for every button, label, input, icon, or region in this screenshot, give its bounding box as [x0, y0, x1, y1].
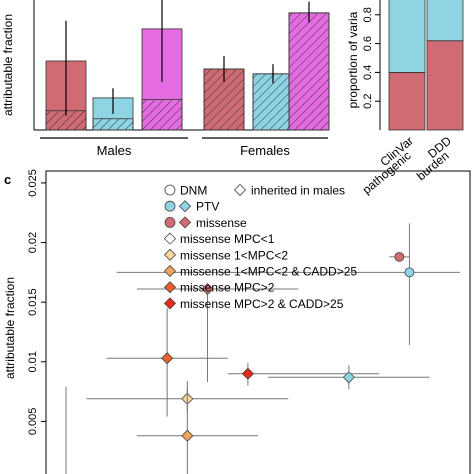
panel-c-y-tick-label: 0.025 — [27, 169, 39, 197]
legend-diamond-icon — [163, 264, 177, 278]
legend-label: PTV — [196, 200, 219, 214]
bar-hatched-males-PTV — [92, 118, 134, 131]
legend-entry: PTV — [164, 200, 219, 214]
stacked-bar-clinvar-segment-0 — [388, 72, 426, 131]
point-4-diamond — [161, 352, 174, 365]
panel-a-y-axis-label: attributable fraction — [1, 14, 15, 116]
stacked-bar-clinvar-segment-1 — [388, 0, 426, 73]
legend-circle-icon — [164, 200, 176, 212]
legend-diamond-icon — [163, 232, 177, 245]
legend-diamond-icon — [178, 200, 192, 213]
panel-b-proportion-bars: proportion of varia 0.20.40.60.8 ClinVar… — [346, 0, 464, 197]
legend-label: missense MPC>2 — [180, 281, 275, 295]
legend-label: inherited in males — [251, 184, 345, 198]
panel-b-y-tick-label: 0.8 — [362, 7, 374, 22]
panel-c-y-tick-label: 0.02 — [27, 232, 39, 253]
point-0-circle — [404, 267, 415, 278]
legend-label: missense 1<MPC<2 — [180, 248, 288, 262]
legend-label: missense 1<MPC<2 & CADD>25 — [180, 265, 357, 279]
panel-c-y-tick-label: 0.015 — [27, 288, 39, 316]
group-label-males: Males — [97, 143, 132, 158]
legend-entry: missense MPC<1 — [163, 232, 275, 246]
panel-b-y-tick-label: 0.2 — [362, 94, 374, 109]
legend-diamond-icon — [233, 183, 247, 197]
bar-hatched-females-combined — [288, 12, 330, 131]
panel-a-attributable-fraction-bars: attributable fraction Males Females — [1, 0, 330, 158]
panel-c-attributable-fraction-scatter: c attributable fraction 00.0050.010.0150… — [3, 169, 471, 474]
legend-entry: inherited in males — [233, 183, 345, 198]
legend-label: missense MPC>2 & CADD>25 — [180, 297, 344, 311]
legend-entry: missense — [164, 216, 247, 230]
stacked-bar-ddd-segment-0 — [426, 40, 464, 131]
point-5-diamond — [241, 367, 254, 380]
legend-diamond-icon — [163, 248, 177, 261]
legend-label: DNM — [180, 184, 207, 198]
panel-c-legend: DNM inherited in males PTV missense missense… — [163, 183, 357, 311]
point-6-diamond — [342, 371, 355, 384]
legend-label: missense — [196, 216, 247, 230]
legend-diamond-icon — [163, 297, 177, 310]
legend-entry: missense 1<MPC<2 — [163, 248, 288, 262]
panel-c-y-tick-label: 0.01 — [27, 351, 39, 372]
legend-entry: DNM — [164, 184, 207, 198]
point-2-diamond — [201, 282, 214, 296]
point-1-circle — [394, 251, 405, 262]
legend-diamond-icon — [178, 216, 192, 229]
panel-b-y-tick-label: 0.4 — [362, 65, 374, 80]
legend-label: missense MPC<1 — [180, 232, 275, 246]
panel-c-label: c — [4, 172, 11, 187]
panel-c-y-axis-label: attributable fraction — [3, 277, 17, 379]
point-7-diamond — [181, 429, 194, 442]
panel-c-plot-frame — [45, 170, 471, 474]
legend-entry: missense 1<MPC<2 & CADD>25 — [163, 264, 357, 279]
legend-entry: missense MPC>2 & CADD>25 — [163, 297, 344, 311]
panel-c-y-tick-label: 0.005 — [27, 408, 39, 436]
legend-entry: missense MPC>2 — [163, 281, 275, 295]
legend-circle-icon — [164, 184, 176, 196]
legend-diamond-icon — [163, 281, 177, 294]
stacked-bar-ddd-segment-1 — [426, 0, 464, 42]
legend-circle-icon — [164, 216, 176, 228]
bar-hatched-males-combined — [141, 99, 183, 131]
panel-b-y-tick-label: 0.6 — [362, 36, 374, 51]
group-label-females: Females — [240, 143, 290, 158]
panel-b-y-axis-label: proportion of varia — [346, 11, 360, 108]
